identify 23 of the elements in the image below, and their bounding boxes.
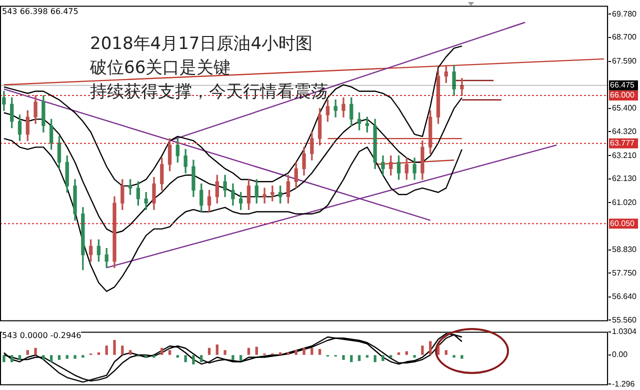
y-tick-label: 0.00 [612,350,628,360]
y-tick-label: 64.320 [612,126,638,136]
y-tick-label: 65.400 [612,104,638,113]
y-tick-label: 58.830 [612,245,638,254]
ref-line-label: 66.475 [610,80,636,90]
annotation: 543 66.398 66.475 [2,7,78,16]
y-tick-label: 56.640 [612,292,638,302]
y-tick-label: 61.020 [612,198,638,207]
y-tick-label: 57.750 [612,268,638,278]
text: 破位66关口是关键 [90,57,232,80]
ref-line-label: 63.777 [610,138,636,148]
y-tick-label: 55.560 [612,315,638,324]
y-tick-label: 62.130 [612,174,638,184]
annotation: 543 0.0000 -0.2946 [2,331,82,340]
y-tick-label: 63.210 [612,150,638,160]
ref-line-label: 66.000 [610,90,636,100]
y-tick-label: 69.780 [612,9,638,18]
text: 2018年4月17日原油4小时图 [90,33,314,56]
y-tick-label: 68.700 [612,32,638,42]
ref-line-label: 60.050 [610,218,636,228]
y-tick-label: 67.590 [612,56,638,66]
y-tick-label: 1.0304 [612,327,638,336]
y-tick-label: -1.296 [612,379,636,388]
